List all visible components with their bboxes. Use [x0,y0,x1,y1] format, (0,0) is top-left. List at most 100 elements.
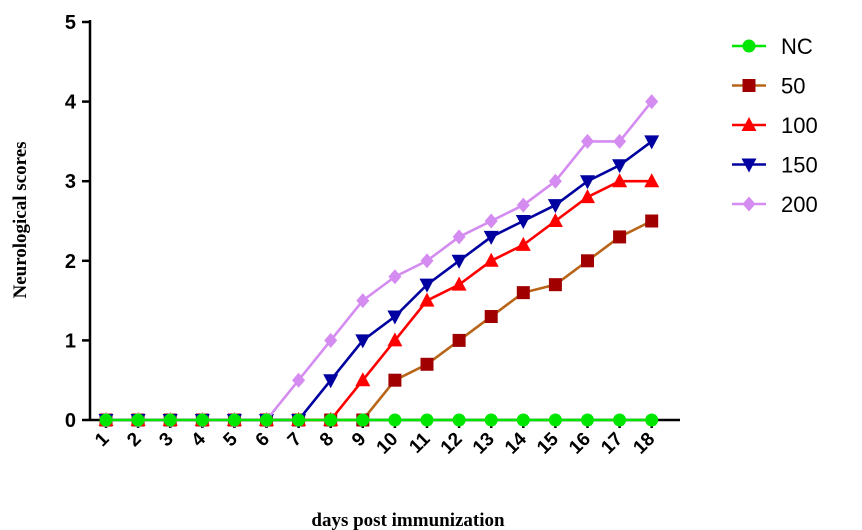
data-point [548,278,562,292]
data-point [644,135,660,150]
legend-label: 100 [781,113,818,138]
y-tick-label: 0 [65,410,76,432]
y-ticks: 0 1 2 3 4 5 [65,12,90,432]
data-point [292,413,306,427]
data-point [516,197,530,213]
data-point [644,173,660,188]
x-tick-label: 18 [629,429,659,459]
data-point [452,333,466,347]
data-point [613,230,627,244]
data-point [99,413,113,427]
x-tick-label: 13 [469,429,499,459]
data-point [355,372,371,387]
data-point [612,159,628,174]
data-point [131,413,145,427]
data-point [387,310,403,325]
data-point [484,213,498,229]
legend-label: 200 [781,192,818,217]
data-point [420,413,434,427]
x-tick-label: 7 [284,429,306,451]
series-line [106,100,653,422]
legend-item: 150 [732,153,818,178]
series-100 [98,173,660,426]
legend-item: NC [732,34,813,59]
data-point [420,253,434,269]
x-tick-label: 10 [373,429,403,459]
data-point [324,332,338,348]
x-tick-label: 4 [188,428,211,451]
data-point [163,413,177,427]
x-tick-label: 12 [437,429,467,459]
data-point [515,236,531,251]
data-point [548,413,562,427]
y-tick-label: 1 [65,330,76,352]
data-point [195,413,209,427]
series-150 [98,135,660,428]
data-point [515,215,531,229]
y-tick-label: 3 [65,171,76,193]
legend-marker [742,196,756,212]
legend-item: 200 [732,192,818,217]
data-point [645,214,659,228]
data-point [356,413,370,427]
legend-marker [742,39,756,53]
data-point [260,413,273,427]
series-200 [99,94,659,428]
data-point [451,254,467,269]
data-point [548,173,562,189]
legend-marker [742,79,756,92]
data-point [581,254,594,268]
axes [88,20,680,422]
x-tick-label: 6 [252,429,274,451]
data-point [452,229,466,245]
data-point [419,292,435,307]
series-50 [99,214,659,427]
x-tick-label: 15 [533,428,563,458]
series-layer [98,94,660,428]
x-tick-label: 11 [405,428,434,457]
series-NC [99,413,659,427]
data-point [323,374,339,389]
data-point [516,413,530,427]
legend-label: 50 [781,74,805,99]
legend-label: 150 [781,153,818,178]
data-point [547,199,563,214]
x-tick-label: 3 [155,429,177,451]
data-point [547,213,563,227]
data-point [581,133,594,149]
series-line [106,140,653,422]
legend: NC 50 100 150 200 [732,34,818,217]
legend-label: NC [781,34,813,59]
data-point [483,252,499,267]
data-point [420,357,434,371]
legend-marker [741,158,757,173]
legend-item: 100 [732,113,818,138]
data-point [484,413,498,427]
data-point [227,413,241,427]
x-tick-label: 5 [220,428,243,451]
legend-marker [741,117,757,131]
x-tick-label: 1 [91,428,114,451]
data-point [483,230,499,245]
x-tick-label: 16 [565,429,595,459]
y-axis-title: Neurological scores [10,141,31,298]
series-line [106,179,652,422]
y-tick-label: 4 [65,92,77,114]
data-point [452,413,466,427]
data-point [581,413,594,427]
y-tick-label: 5 [65,12,76,34]
x-axis-title: days post immunization [311,510,505,530]
data-point [356,293,370,309]
y-tick-label: 2 [65,251,76,273]
data-point [516,286,530,300]
data-point [612,173,628,188]
x-tick-label: 14 [501,428,531,458]
data-point [613,133,627,149]
data-point [419,278,435,293]
data-point [613,413,627,427]
data-point [645,94,659,110]
data-point [324,413,338,427]
data-point [292,372,306,388]
data-point [388,373,402,387]
